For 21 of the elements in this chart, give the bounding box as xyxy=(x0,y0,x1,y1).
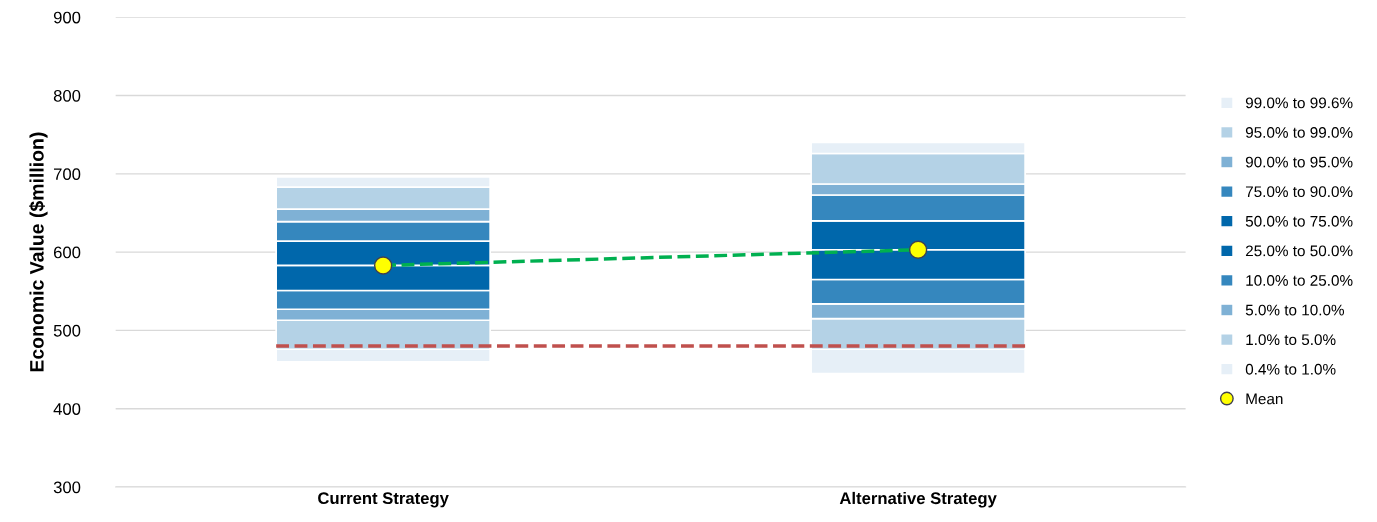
y-tick-label: 300 xyxy=(53,481,81,494)
y-tick-label: 900 xyxy=(53,11,81,24)
legend-label: 95.0% to 99.0% xyxy=(1245,127,1353,138)
y-tick-label: 500 xyxy=(53,324,81,337)
legend-label: 50.0% to 75.0% xyxy=(1245,215,1353,227)
x-tick-label: Current Strategy xyxy=(318,492,449,508)
y-tick-label: 400 xyxy=(53,403,81,415)
y-tick-label: 600 xyxy=(53,246,81,259)
y-tick-label: 800 xyxy=(53,89,81,102)
y-axis-title: Economic Value ($million) xyxy=(29,132,48,372)
legend-label: 1.0% to 5.0% xyxy=(1246,334,1336,346)
legend-label: 10.0% to 25.0% xyxy=(1246,275,1353,286)
legend-label: 90.0% to 95.0% xyxy=(1245,156,1353,168)
legend-label: Mean xyxy=(1246,393,1283,405)
x-tick-label: Alternative Strategy xyxy=(839,491,997,508)
y-tick-label: 700 xyxy=(54,168,81,181)
legend-label: 25.0% to 50.0% xyxy=(1245,245,1353,257)
legend-label: 5.0% to 10.0% xyxy=(1245,304,1345,316)
legend-label: 99.0% to 99.6% xyxy=(1245,97,1353,109)
legend-label: 0.4% to 1.0% xyxy=(1245,363,1336,375)
legend-label: 75.0% to 90.0% xyxy=(1245,186,1353,198)
